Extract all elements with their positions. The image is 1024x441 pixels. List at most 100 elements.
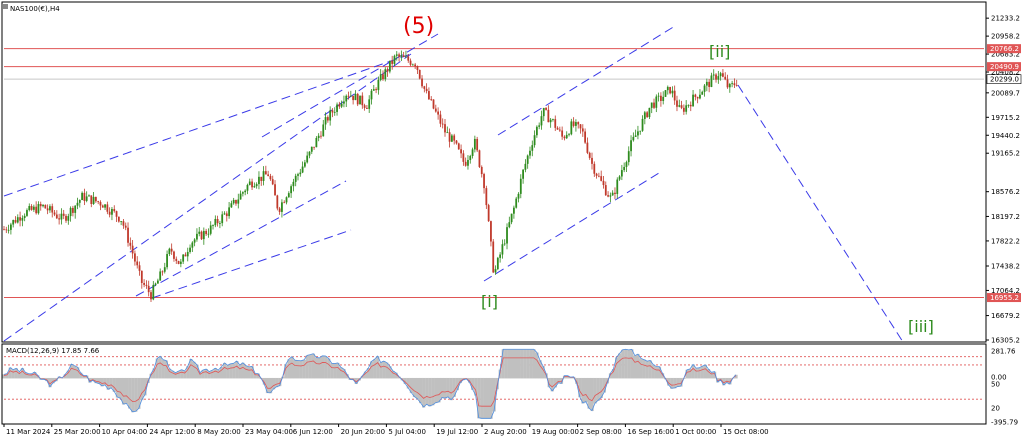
date-tick-label: 16 Sep 16:00 [627, 428, 674, 436]
macd-histogram-bar [125, 377, 129, 405]
candle-body [230, 203, 233, 208]
gear-icon[interactable] [3, 4, 8, 9]
macd-histogram-bar [648, 360, 652, 379]
candle-body [170, 248, 173, 252]
macd-histogram-bar [443, 377, 447, 399]
candle-body [678, 105, 681, 107]
candle-body [506, 227, 508, 244]
candle-body [99, 202, 102, 206]
candle-body [719, 73, 722, 77]
macd-histogram-bar [5, 373, 9, 379]
macd-histogram-bar [624, 349, 628, 379]
macd-histogram-bar [314, 357, 319, 379]
candle-body [136, 261, 139, 266]
date-tick-label: 20 Jun 20:00 [341, 428, 385, 436]
macd-histogram-bar [498, 369, 502, 379]
macd-histogram-bar [287, 359, 291, 379]
candle-body [368, 99, 371, 109]
candle-body [565, 134, 568, 139]
macd-tick-label: -395.79 [991, 419, 1018, 427]
candle-body [5, 229, 8, 231]
date-tick-label: 11 Mar 2024 [6, 428, 51, 436]
candle-body [715, 74, 717, 80]
macd-histogram-bar [477, 377, 481, 419]
macd-histogram-bar [79, 372, 83, 379]
candle-body [16, 217, 19, 223]
candle-body [46, 208, 49, 211]
candle-body [329, 110, 332, 121]
candle-body [471, 149, 474, 156]
candle-body [726, 79, 729, 88]
date-tick-label: 1 Oct 00:00 [675, 428, 716, 436]
macd-histogram-bar [51, 377, 55, 384]
candle-body [531, 145, 534, 151]
macd-histogram-bar [556, 377, 561, 384]
candle-body [290, 186, 293, 194]
macd-histogram-bar [510, 349, 515, 379]
candle-body [258, 176, 260, 185]
candle-body [570, 121, 573, 135]
candle-body [127, 227, 129, 243]
macd-main-line [3, 348, 737, 419]
macd-histogram-bar [88, 377, 92, 383]
candle-body [632, 136, 635, 141]
macd-histogram-bar [27, 373, 31, 379]
candle-body [143, 283, 146, 285]
candle-body [28, 206, 31, 211]
macd-histogram-bar [140, 377, 144, 401]
macd-histogram-bar [376, 356, 380, 379]
macd-histogram-bar [673, 377, 677, 389]
candle-body [255, 184, 258, 187]
candle-body [483, 174, 485, 189]
macd-histogram-bar [676, 377, 680, 387]
macd-histogram-bar [23, 372, 28, 379]
candle-body [156, 280, 159, 284]
candle-body [32, 206, 35, 210]
candle-body [81, 192, 83, 201]
price-tick-label: 19440.2 [991, 132, 1020, 140]
candle-body [701, 91, 704, 95]
macd-histogram-bar [630, 349, 634, 379]
macd-histogram-bar [468, 377, 472, 383]
candle-body [400, 55, 403, 57]
macd-histogram-bar [183, 370, 187, 379]
candle-body [271, 179, 274, 185]
candle-body [731, 83, 734, 85]
macd-histogram-bar [63, 374, 67, 379]
candle-body [437, 111, 440, 115]
candle-body [460, 149, 462, 154]
macd-histogram-bar [517, 349, 521, 379]
candle-body [90, 195, 93, 204]
price-tick-label: 20958.2 [991, 33, 1020, 41]
macd-histogram-bar [489, 377, 493, 419]
candle-body [92, 196, 95, 204]
macd-histogram-bar [229, 363, 233, 379]
macd-histogram-bar [158, 356, 162, 379]
candle-body [384, 69, 387, 80]
date-tick-label: 19 Jul 12:00 [436, 428, 478, 436]
current-price-label: 20299.0 [990, 76, 1019, 84]
candle-body [69, 207, 72, 217]
macd-histogram-bar [339, 367, 343, 379]
candle-body [7, 229, 10, 231]
macd-histogram-bar [403, 377, 407, 385]
candle-body [542, 108, 545, 117]
candle-body [175, 258, 178, 261]
candle-body [39, 204, 42, 207]
macd-histogram-bar [253, 373, 257, 379]
macd-histogram-bar [709, 372, 714, 379]
trend-line-wave5-lower [135, 180, 347, 297]
macd-histogram-bar [2, 374, 6, 379]
macd-histogram-bar [103, 377, 107, 386]
macd-histogram-bar [299, 360, 303, 379]
candle-body [627, 151, 630, 163]
date-tick-label: 24 Apr 12:00 [149, 428, 195, 436]
date-tick-label: 23 May 04:00 [245, 428, 293, 436]
candle-body [457, 143, 460, 150]
candle-body [712, 74, 715, 76]
candle-body [241, 192, 244, 194]
candle-body [267, 174, 270, 177]
candle-body [140, 270, 143, 284]
candle-body [182, 254, 185, 262]
